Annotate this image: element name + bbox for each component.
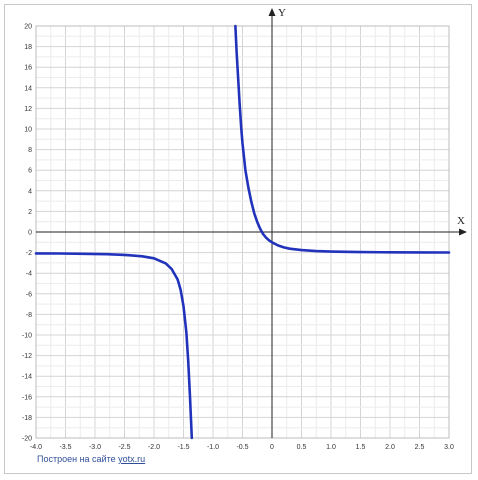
credit-prefix: Построен на сайте (37, 454, 119, 464)
x-axis-label: X (457, 215, 465, 227)
x-tick-label: 0 (270, 444, 274, 451)
y-tick-label: -14 (22, 374, 32, 381)
x-tick-label: -4.0 (30, 444, 42, 451)
y-tick-label: -6 (26, 291, 32, 298)
x-tick-label: -1.5 (177, 444, 189, 451)
y-tick-label: 20 (24, 24, 32, 31)
series-curve-segment (34, 252, 194, 440)
y-tick-label: 4 (28, 188, 32, 195)
x-tick-label: 1.5 (356, 444, 366, 451)
y-tick-label: -12 (22, 353, 32, 360)
x-axis-arrow (459, 228, 467, 236)
x-tick-label: 2.0 (385, 444, 395, 451)
y-axis-arrow (268, 8, 276, 16)
y-tick-label: -20 (22, 436, 32, 443)
x-tick-label: 2.5 (415, 444, 425, 451)
y-tick-label: -4 (26, 271, 32, 278)
x-tick-label: -3.5 (59, 444, 71, 451)
axes (36, 8, 467, 438)
y-tick-label: 0 (28, 230, 32, 237)
x-tick-label: 0.5 (297, 444, 307, 451)
y-tick-label: 12 (24, 106, 32, 113)
y-tick-label: -8 (26, 312, 32, 319)
x-tick-label: -1.0 (207, 444, 219, 451)
y-tick-label: 18 (24, 44, 32, 51)
y-tick-label: 6 (28, 168, 32, 175)
y-axis-label: Y (278, 7, 286, 19)
credit-text: Построен на сайте yotx.ru (37, 454, 145, 464)
y-tick-label: 16 (24, 65, 32, 72)
curves (34, 24, 451, 440)
x-tick-label: -2.0 (148, 444, 160, 451)
series-curve-segment (234, 24, 451, 254)
y-tick-label: 10 (24, 127, 32, 134)
x-tick-label: 1.0 (326, 444, 336, 451)
credit-link[interactable]: yotx.ru (118, 454, 146, 464)
y-tick-label: 2 (28, 209, 32, 216)
x-tick-label: -2.5 (118, 444, 130, 451)
y-tick-label: 14 (24, 85, 32, 92)
y-tick-label: -2 (26, 250, 32, 257)
tick-labels: -4.0 -3.5 -3.0 -2.5 -2.0 -1.5 -1.0 -0.5 0 0.5 1.0 1… (22, 24, 454, 452)
x-tick-label: -0.5 (236, 444, 248, 451)
y-tick-label: 8 (28, 147, 32, 154)
y-tick-label: -18 (22, 415, 32, 422)
x-tick-label: 3.0 (444, 444, 454, 451)
x-tick-label: -3.0 (89, 444, 101, 451)
y-tick-label: -10 (22, 333, 32, 340)
y-tick-label: -16 (22, 394, 32, 401)
